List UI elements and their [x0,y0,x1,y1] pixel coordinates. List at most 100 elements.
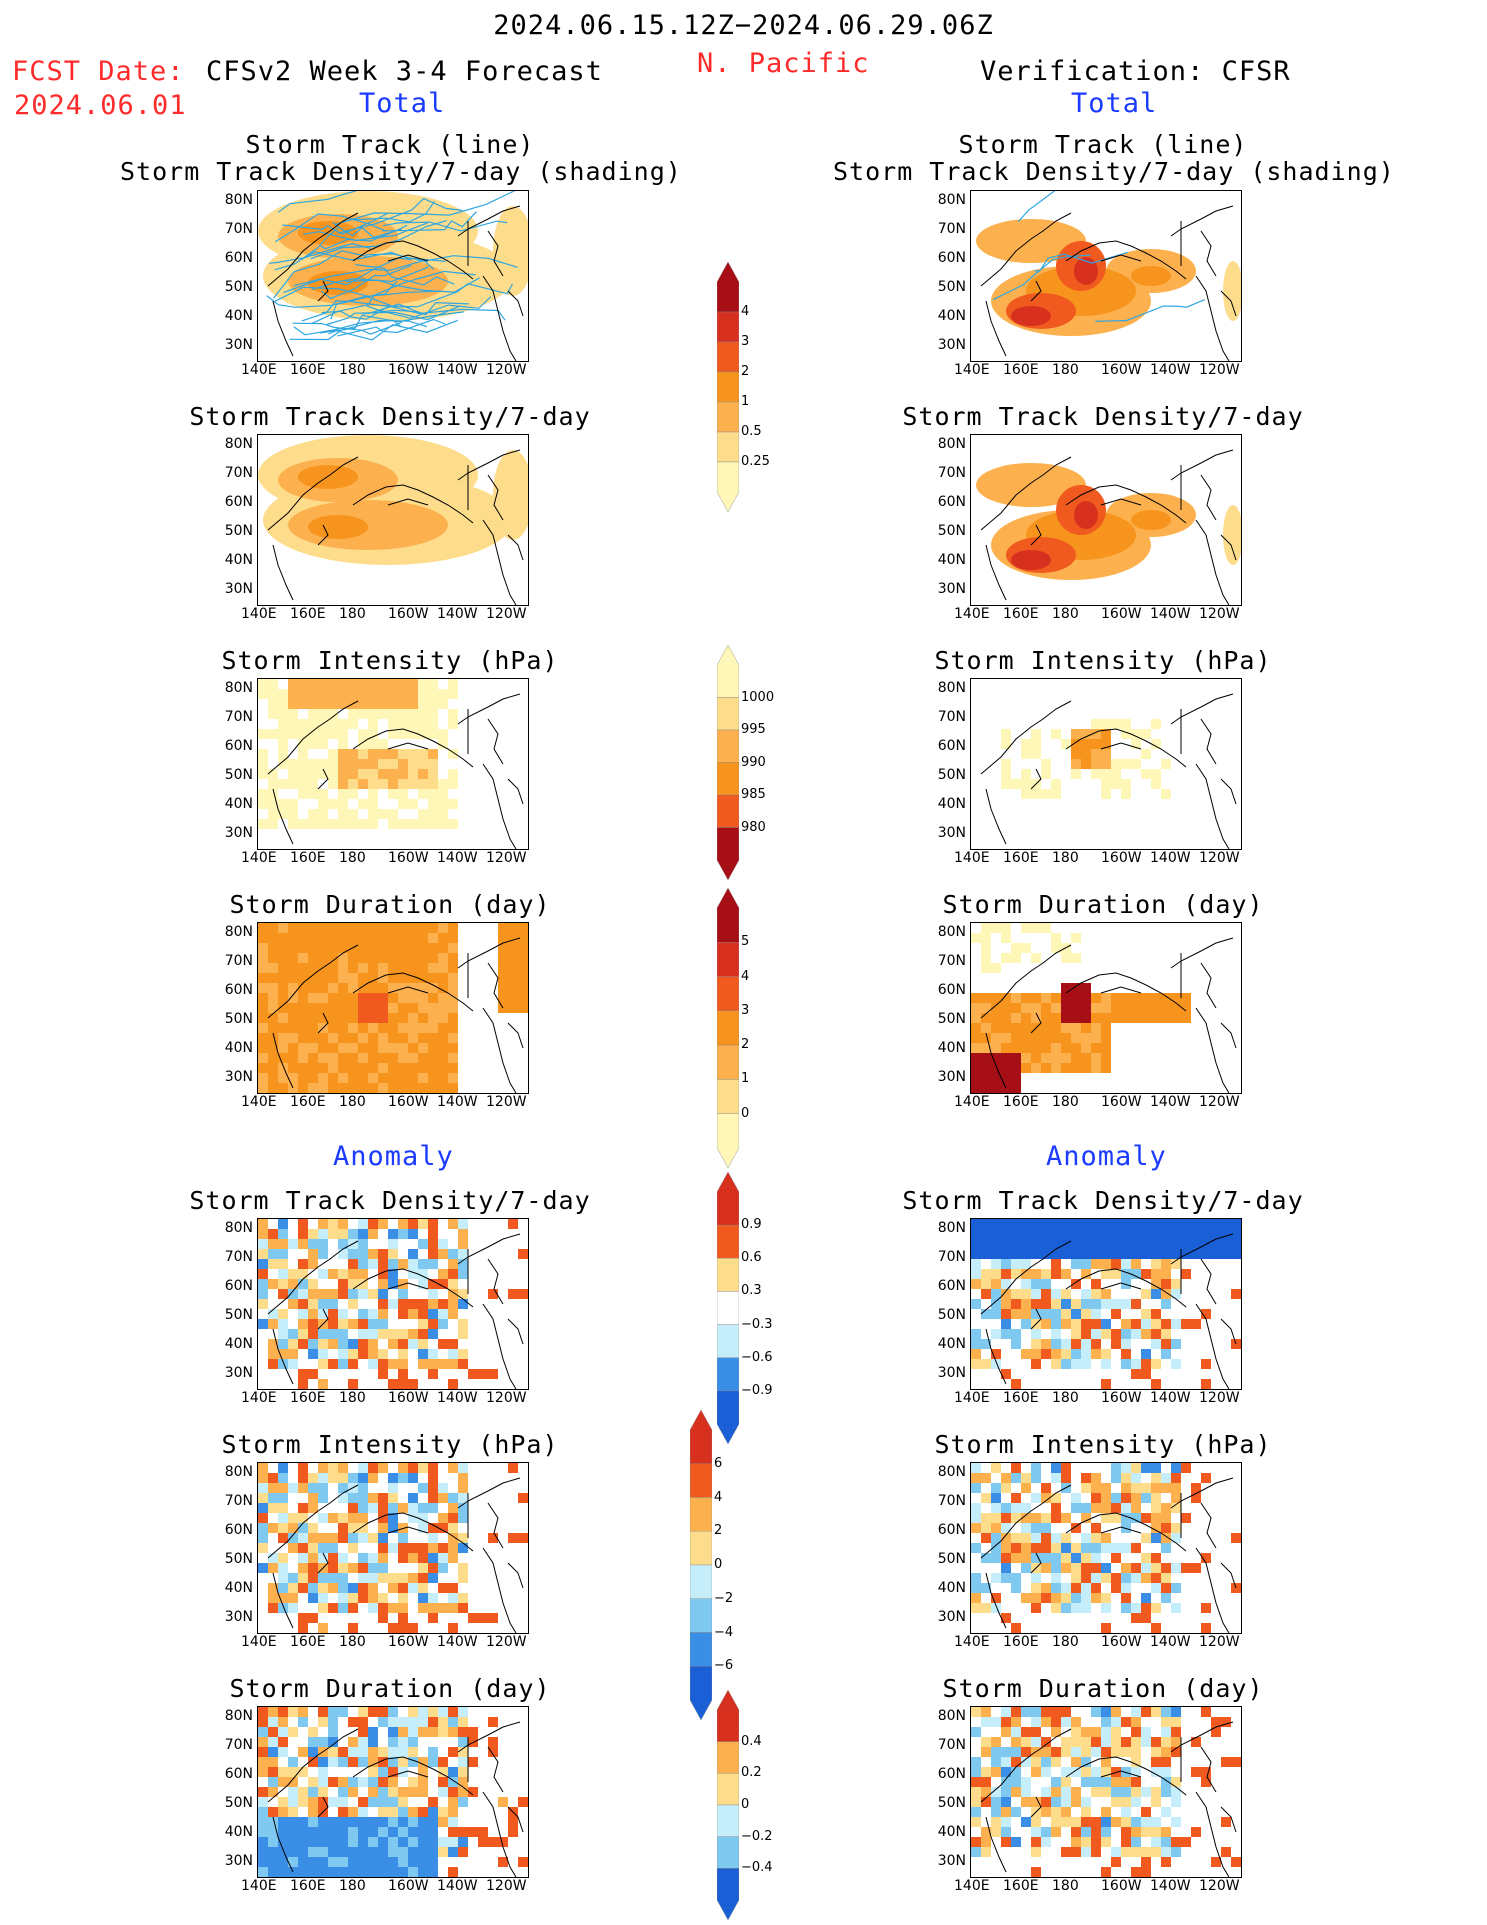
grid-cell [368,1867,378,1877]
grid-cell [1131,1737,1141,1747]
grid-cell [1101,1757,1111,1767]
grid-cell [518,1003,528,1013]
grid-cell [268,1249,278,1259]
grid-cell [348,1033,358,1043]
colorbar-swatch [717,1172,739,1226]
grid-cell [971,1339,981,1349]
grid-cell [418,1523,428,1533]
grid-cell [418,1513,428,1523]
grid-cell [268,699,278,709]
colorbar-tick-label: −6 [714,1658,734,1674]
storm-track-line [274,280,398,302]
grid-cell [1021,1593,1031,1603]
grid-cell [328,729,338,739]
grid-cell [378,1023,388,1033]
grid-cell [388,1523,398,1533]
lon-tick-label: 120W [1199,1390,1240,1406]
grid-cell [1131,1867,1141,1877]
grid-cell [288,1513,298,1523]
grid-cell [1071,1319,1081,1329]
grid-cell [1181,993,1191,1003]
grid-cell [388,819,398,829]
lon-tick-label: 120W [486,606,527,622]
grid-cell [1181,1219,1191,1229]
grid-cell [498,1857,508,1867]
grid-cell [298,1797,308,1807]
grid-cell [408,779,418,789]
grid-cell [1091,1289,1101,1299]
grid-cell [298,1553,308,1563]
grid-cell [981,1023,991,1033]
grid-cell [348,1063,358,1073]
grid-cell [1101,1717,1111,1727]
grid-cell [338,809,348,819]
grid-cell [1011,1219,1021,1229]
colorbar-swatches [717,645,739,880]
grid-cell [1101,1867,1111,1877]
grid-cell [458,1259,468,1269]
grid-cell [338,1807,348,1817]
colorbar-tick-label: 1 [741,1071,750,1087]
grid-cell [408,1727,418,1737]
lon-tick-label: 160E [290,1390,326,1406]
lon-tick-label: 140W [1150,1634,1191,1650]
grid-cell [318,789,328,799]
grid-cell [418,789,428,799]
grid-cell [378,1279,388,1289]
grid-cell [1101,1229,1111,1239]
grid-cell [328,1339,338,1349]
grid-cell [278,1523,288,1533]
grid-cell [1131,1707,1141,1717]
grid-cell [1161,1483,1171,1493]
grid-cell [448,1463,458,1473]
grid-cell [1151,1279,1161,1289]
grid-cell [1061,1063,1071,1073]
grid-cell [1031,1003,1041,1013]
grid-cell [358,983,368,993]
grid-cell [418,1543,428,1553]
colorbar-tick-label: 0.6 [741,1250,762,1266]
grid-cell [308,1583,318,1593]
grid-cell [1031,1229,1041,1239]
grid-cell [1021,1269,1031,1279]
grid-cell [1081,1063,1091,1073]
grid-cell [358,973,368,983]
grid-cell [278,759,288,769]
grid-cell [388,1797,398,1807]
grid-cell [368,1229,378,1239]
grid-cell [991,1553,1001,1563]
grid-cell [1061,1593,1071,1603]
grid-cell [1221,1847,1231,1857]
grid-cell [268,973,278,983]
grid-cell [1061,1543,1071,1553]
grid-cell [358,759,368,769]
grid-cell [518,923,528,933]
grid-cell [981,923,991,933]
grid-cell [328,1023,338,1033]
grid-cell [418,1857,428,1867]
grid-cell [1121,1807,1131,1817]
grid-cell [278,809,288,819]
grid-cell [398,1807,408,1817]
grid-cell [1001,1279,1011,1289]
grid-cell [1211,1727,1221,1737]
grid-cell [378,1269,388,1279]
colorbar-tick-label: −0.9 [741,1382,773,1398]
grid-cell [288,1583,298,1593]
grid-cell [308,1787,318,1797]
grid-cell [448,1003,458,1013]
lon-tick-label: 180 [1052,606,1079,622]
grid-cell [1191,1219,1201,1229]
lon-tick-label: 140E [241,362,277,378]
grid-cell [288,1603,298,1613]
grid-cell [268,1023,278,1033]
grid-cell [318,1269,328,1279]
grid-cell [318,983,328,993]
grid-cell [1181,1463,1191,1473]
grid-cell [1191,1249,1201,1259]
grid-cell [458,1543,468,1553]
grid-cell [428,1847,438,1857]
lat-tick-label: 60N [937,1766,966,1782]
grid-cell [298,1339,308,1349]
grid-cell [408,1827,418,1837]
